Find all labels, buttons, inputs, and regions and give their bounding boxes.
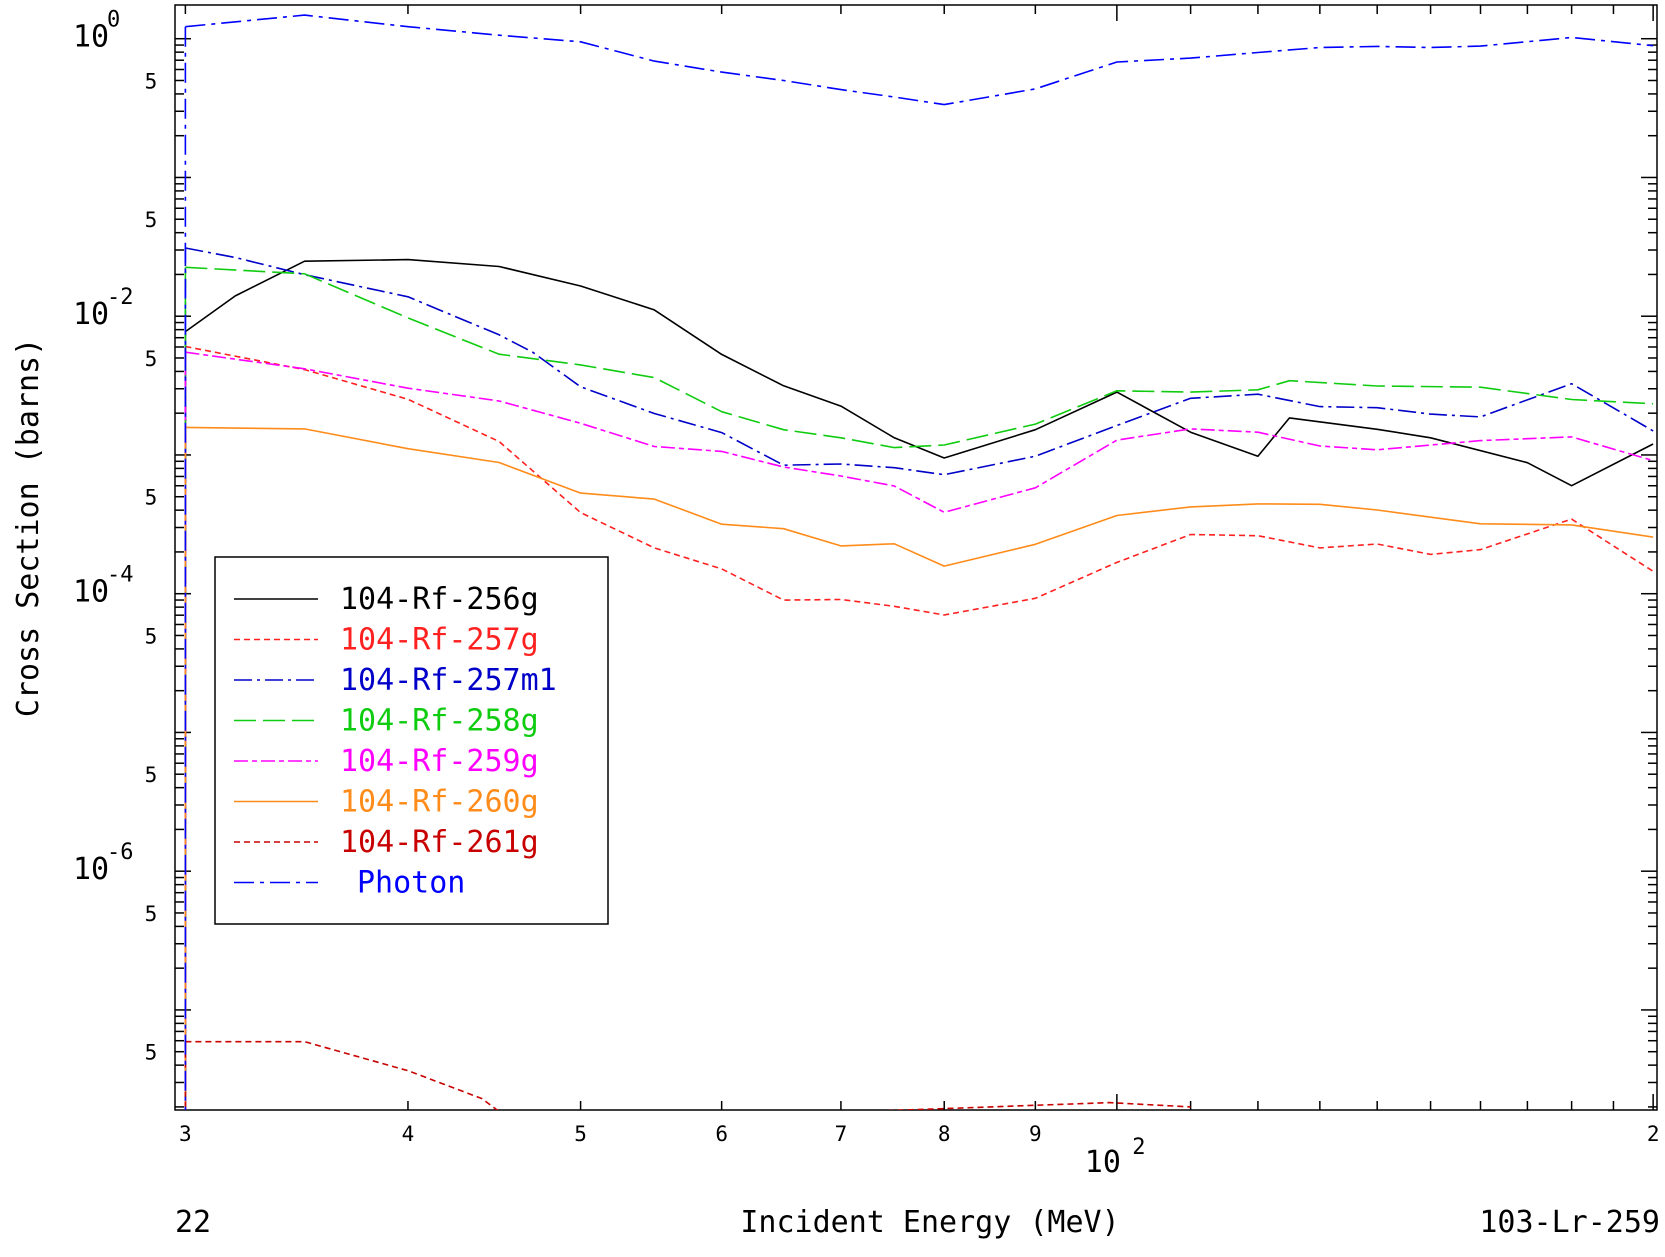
y-axis-label: Cross Section (barns): [11, 338, 46, 717]
legend-label-3: 104-Rf-257m1: [340, 663, 557, 698]
axis-ticks: [175, 5, 1657, 1110]
y-tick-label: 5: [145, 902, 158, 926]
y-decade-label: 10: [73, 852, 109, 887]
series-line-8: [185, 14, 1654, 106]
x-tick-label: 9: [1029, 1122, 1042, 1146]
series-lines: [184, 14, 1654, 1110]
y-decade-exponent: -6: [107, 840, 134, 865]
legend-label-8: Photon: [357, 866, 465, 901]
y-tick-label: 5: [145, 1041, 158, 1065]
plot-frame: [174, 4, 1658, 1111]
series-line-4: [185, 266, 1654, 449]
x-decade-exponent: 2: [1132, 1135, 1145, 1160]
y-decade-label: 10: [73, 575, 109, 610]
x-tick-label: 8: [938, 1122, 951, 1146]
series-line-1: [184, 258, 1654, 487]
series-line-2: [185, 345, 1654, 616]
legend-label-5: 104-Rf-259g: [340, 744, 539, 779]
corner-right-label: 103-Lr-259: [1479, 1205, 1660, 1240]
legend-label-4: 104-Rf-258g: [340, 704, 539, 739]
y-decade-exponent: -2: [107, 285, 134, 310]
series-line-3: [185, 247, 1654, 476]
y-decade-label: 10: [73, 20, 109, 55]
legend-label-1: 104-Rf-256g: [340, 582, 539, 617]
y-tick-label: 5: [145, 69, 158, 93]
y-decade-exponent: -4: [107, 563, 134, 588]
legend-label-6: 104-Rf-260g: [340, 785, 539, 820]
legend-box: [214, 556, 609, 925]
y-tick-label: 5: [145, 624, 158, 648]
y-tick-label: 5: [145, 763, 158, 787]
y-tick-label: 5: [145, 347, 158, 371]
series-line-5: [185, 351, 1654, 514]
plot-area: [174, 4, 1658, 1111]
x-tick-label: 7: [835, 1122, 848, 1146]
y-decade-exponent: 0: [107, 8, 120, 33]
legend-label-2: 104-Rf-257g: [340, 623, 539, 658]
x-tick-label: 3: [179, 1122, 192, 1146]
corner-left-label: 22: [175, 1205, 211, 1240]
legend: 104-Rf-256g 104-Rf-257g 104-Rf-257m1 104-Rf…: [214, 556, 609, 925]
x-tick-label: 6: [715, 1122, 728, 1146]
legend-items: 104-Rf-256g 104-Rf-257g 104-Rf-257m1 104-Rf…: [234, 582, 557, 901]
x-tick-label: 2: [1647, 1122, 1660, 1146]
y-decade-label: 10: [73, 297, 109, 332]
series-line-7: [185, 1040, 1191, 1110]
x-decade-label: 10: [1085, 1145, 1121, 1180]
y-tick-label: 5: [145, 208, 158, 232]
x-tick-label: 4: [402, 1122, 415, 1146]
series-line-6: [185, 426, 1654, 567]
x-tick-label: 5: [574, 1122, 587, 1146]
x-axis-label: Incident Energy (MeV): [740, 1205, 1119, 1240]
legend-label-7: 104-Rf-261g: [340, 825, 539, 860]
y-tick-label: 5: [145, 486, 158, 510]
